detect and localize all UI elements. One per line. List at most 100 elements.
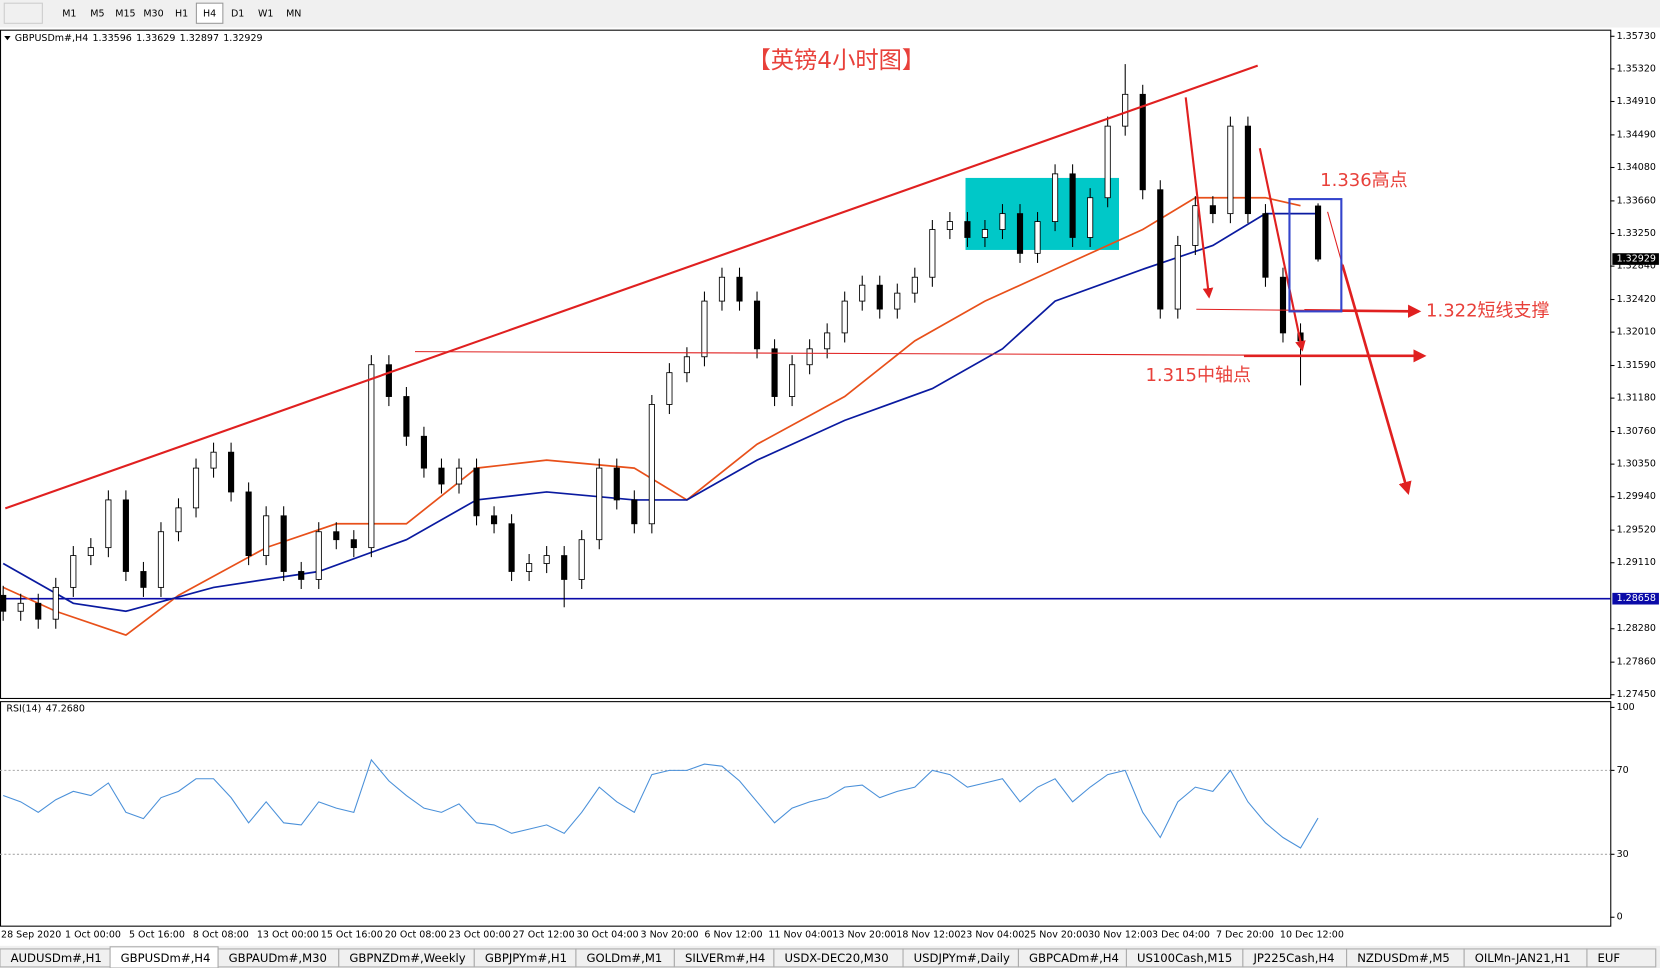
x-tick-label: 5 Oct 16:00	[129, 930, 185, 941]
moving-average	[2, 212, 1319, 613]
candle-body	[245, 491, 252, 557]
down-arrow-tail	[1327, 211, 1343, 265]
candle-body	[946, 221, 953, 230]
candle-body	[70, 555, 77, 588]
x-tick-label: 28 Sep 2020	[1, 930, 61, 941]
tool-button[interactable]	[3, 2, 43, 24]
candle-body	[192, 467, 200, 509]
candle-body	[17, 602, 24, 612]
y-tick-label: 1.27450	[1617, 689, 1656, 700]
candle-body	[824, 332, 831, 350]
tab-label[interactable]: US100Cash,M15	[1137, 951, 1232, 965]
tab-label[interactable]: GOLDm#,M1	[587, 951, 663, 965]
timeframe-label[interactable]: M15	[115, 8, 135, 19]
timeframe-button[interactable]	[112, 3, 139, 24]
candle-body	[333, 531, 340, 541]
candle-body	[1314, 205, 1322, 260]
candle-body	[648, 404, 655, 525]
y-tick-label: 100	[1617, 702, 1635, 713]
x-tick-label: 3 Dec 04:00	[1152, 930, 1210, 941]
y-tick-label: 1.35730	[1617, 31, 1656, 42]
candle-body	[280, 515, 287, 572]
candle-body	[1157, 189, 1164, 310]
candle-body	[1087, 197, 1094, 238]
annotation: 1.322短线支撑	[1426, 300, 1550, 321]
chart-header: GBPUSDm#,H4 1.33596 1.33629 1.32897 1.32929	[15, 33, 263, 44]
candle-body	[999, 213, 1006, 230]
timeframe-label[interactable]: M30	[143, 8, 163, 19]
y-tick-label: 1.32420	[1617, 294, 1656, 305]
candle-body	[561, 555, 568, 580]
timeframe-label[interactable]: M1	[62, 8, 76, 19]
candle-body	[964, 221, 971, 238]
support-line	[1196, 308, 1305, 311]
y-tick-label: 1.34080	[1617, 162, 1656, 173]
x-tick-label: 23 Oct 00:00	[449, 930, 511, 941]
timeframe-button[interactable]	[224, 3, 251, 24]
candle-body	[385, 364, 392, 397]
tab-label[interactable]: GBPAUDm#,M30	[229, 951, 327, 965]
x-tick-label: 13 Nov 20:00	[832, 930, 896, 941]
tab[interactable]	[1586, 948, 1657, 968]
rsi-name: RSI(14)	[6, 703, 41, 714]
timeframe-label[interactable]: W1	[258, 8, 273, 19]
high: 1.33629	[136, 33, 175, 44]
y-tick-label: 1.30760	[1617, 426, 1656, 437]
timeframe-button[interactable]	[280, 3, 308, 24]
x-tick-label: 10 Dec 12:00	[1280, 930, 1344, 941]
x-tick-label: 20 Oct 08:00	[385, 930, 447, 941]
x-tick-label: 11 Nov 04:00	[768, 930, 832, 941]
candle-body	[35, 602, 42, 620]
timeframe-button[interactable]	[84, 3, 111, 24]
open: 1.33596	[92, 33, 131, 44]
tab-label[interactable]: GBPNZDm#,Weekly	[349, 951, 465, 965]
timeframe-button[interactable]	[140, 3, 167, 24]
timeframe-label[interactable]: D1	[231, 8, 244, 19]
tab-label[interactable]: OILMn-JAN21,H1	[1475, 951, 1571, 965]
x-tick-label: 15 Oct 16:00	[321, 930, 383, 941]
consolidation-box	[965, 177, 1120, 250]
tab-label[interactable]: GBPCADm#,H4	[1029, 951, 1119, 965]
tab-label[interactable]: GBPUSDm#,H4	[121, 951, 211, 965]
candle-body	[1052, 173, 1059, 222]
tab-label[interactable]: USDX-DEC20,M30	[784, 951, 888, 965]
candle-body	[210, 451, 217, 469]
timeframe-button[interactable]	[168, 3, 195, 24]
tab-label[interactable]: JP225Cash,H4	[1252, 951, 1334, 965]
collapse-icon	[4, 36, 11, 41]
timeframe-button[interactable]	[56, 3, 83, 24]
candle-body	[789, 364, 796, 397]
tab-label[interactable]: NZDUSDm#,M5	[1357, 951, 1450, 965]
timeframe-label[interactable]: M5	[90, 8, 104, 19]
y-tick-label: 1.29940	[1617, 491, 1656, 502]
y-tick-label: 1.29110	[1617, 557, 1656, 568]
symbol: GBPUSDm#,H4	[15, 33, 88, 44]
timeframe-label[interactable]: H4	[203, 8, 216, 19]
candle-body	[1174, 245, 1181, 310]
candle-body	[911, 276, 918, 294]
tab-label[interactable]: AUDUSDm#,H1	[11, 951, 102, 965]
y-tick-label: 1.33660	[1617, 195, 1656, 206]
tab-label[interactable]: SILVERm#,H4	[685, 951, 765, 965]
timeframe-label[interactable]: H1	[175, 8, 188, 19]
candle-body	[490, 515, 498, 525]
timeframe-label[interactable]: MN	[286, 8, 301, 19]
annotation: 1.336高点	[1320, 170, 1408, 191]
timeframe-button[interactable]	[195, 2, 224, 24]
candle-body	[981, 229, 989, 238]
tab-label[interactable]: USDJPYm#,Daily	[914, 951, 1010, 965]
timeframe-button[interactable]	[252, 3, 279, 24]
tab-label[interactable]: GBPJPYm#,H1	[485, 951, 567, 965]
drop-arrow	[1184, 97, 1214, 299]
candle-body	[1192, 205, 1199, 246]
rsi-panel	[0, 701, 1612, 927]
candle-body	[876, 284, 883, 310]
x-tick-label: 27 Oct 12:00	[513, 930, 575, 941]
candle-body	[105, 499, 112, 549]
tab-label[interactable]: EUF	[1598, 951, 1621, 965]
y-tick-label: 1.32840	[1617, 261, 1656, 272]
candle-body	[718, 276, 726, 302]
candle-body	[508, 523, 515, 572]
x-tick-label: 6 Nov 12:00	[704, 930, 762, 941]
candle-body	[1279, 276, 1287, 334]
